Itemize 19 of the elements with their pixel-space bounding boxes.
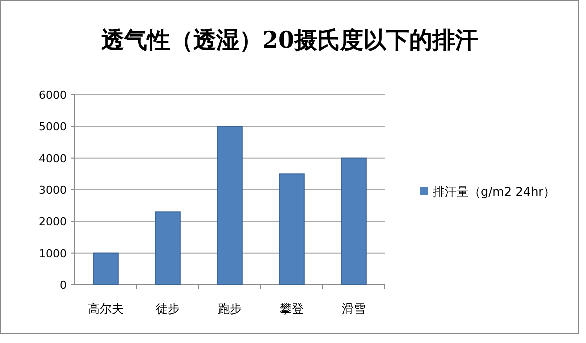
x-tick-label: 滑雪 — [342, 302, 366, 316]
y-tick-label: 6000 — [39, 89, 67, 102]
legend-label: 排汗量（g/m2 24hr） — [433, 185, 556, 199]
bar — [279, 174, 305, 286]
y-tick-label: 4000 — [39, 152, 67, 166]
bar — [93, 252, 119, 286]
y-tick-label: 2000 — [39, 216, 67, 229]
y-tick-label: 3000 — [39, 184, 67, 197]
y-tick-label: 1000 — [39, 247, 67, 260]
bar — [217, 126, 243, 286]
y-tick-label: 5000 — [39, 120, 67, 134]
x-tick-label: 徒步 — [156, 302, 180, 316]
x-tick-label: 高尔夫 — [88, 302, 124, 316]
x-tick-label: 攀登 — [280, 302, 304, 316]
x-tick-label: 跑步 — [218, 302, 242, 316]
bar — [341, 158, 367, 286]
bar — [155, 212, 181, 286]
y-tick-label: 0 — [60, 279, 67, 292]
chart-title: 透气性（透湿）20摄氏度以下的排汗 — [101, 27, 479, 54]
